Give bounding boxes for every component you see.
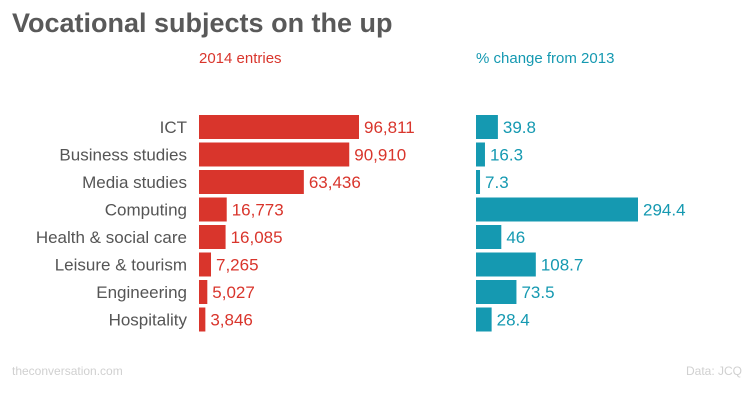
change-bar <box>476 280 517 304</box>
category-label: Health & social care <box>36 228 187 247</box>
change-bar <box>476 115 498 139</box>
source-credit: theconversation.com <box>12 364 123 378</box>
entries-value-label: 3,846 <box>210 311 253 330</box>
entries-bar <box>199 225 226 249</box>
entries-value-label: 63,436 <box>309 173 361 192</box>
category-label: Hospitality <box>109 311 188 330</box>
change-value-label: 73.5 <box>521 283 554 302</box>
change-value-label: 7.3 <box>485 173 509 192</box>
entries-bar <box>199 142 350 167</box>
change-bar <box>476 170 481 194</box>
entries-bar <box>199 197 227 222</box>
change-value-label: 108.7 <box>541 256 584 275</box>
entries-value-label: 16,773 <box>232 201 284 220</box>
change-value-label: 16.3 <box>490 146 523 165</box>
category-label: Media studies <box>82 173 187 192</box>
entries-bar <box>199 307 206 332</box>
change-value-label: 28.4 <box>497 311 530 330</box>
category-label: Leisure & tourism <box>55 256 187 275</box>
change-value-label: 46 <box>506 228 525 247</box>
entries-bar <box>199 170 304 194</box>
entries-value-label: 96,811 <box>364 118 415 137</box>
entries-value-label: 90,910 <box>354 146 406 165</box>
entries-value-label: 5,027 <box>212 283 255 302</box>
entries-header: 2014 entries <box>199 50 282 67</box>
data-source: Data: JCQ <box>685 364 742 378</box>
chart-title: Vocational subjects on the up <box>12 8 393 38</box>
entries-bar <box>199 252 212 277</box>
entries-bar <box>199 280 208 304</box>
entries-value-label: 7,265 <box>216 256 259 275</box>
change-value-label: 294.4 <box>643 201 686 220</box>
category-label: Business studies <box>59 146 187 165</box>
category-label: Computing <box>105 201 187 220</box>
change-bar <box>476 307 492 332</box>
change-bar <box>476 252 536 277</box>
change-bar <box>476 142 485 167</box>
category-label: ICT <box>160 118 187 137</box>
category-label: Engineering <box>96 283 187 302</box>
change-header: % change from 2013 <box>476 50 614 67</box>
entries-bar <box>199 115 359 139</box>
change-bar <box>476 197 638 222</box>
entries-value-label: 16,085 <box>231 228 283 247</box>
change-bar <box>476 225 502 249</box>
change-value-label: 39.8 <box>503 118 536 137</box>
